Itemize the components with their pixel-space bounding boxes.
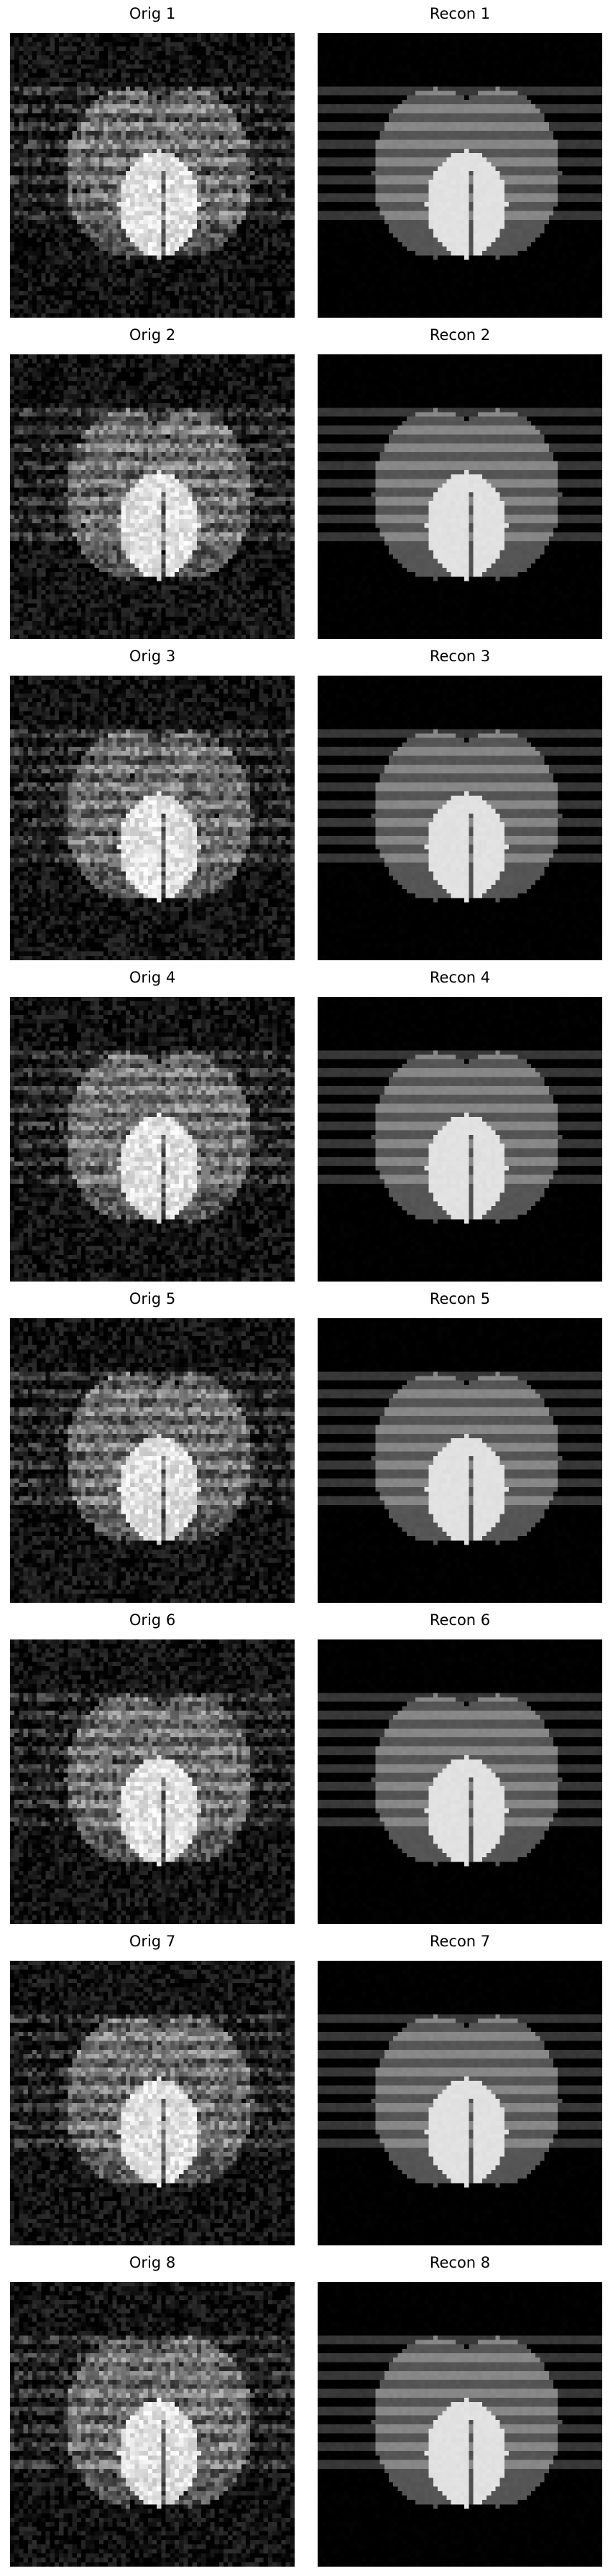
recon-title: Recon 2 <box>429 326 491 344</box>
recon-panel: Recon 2 <box>318 326 602 642</box>
orig-panel: Orig 4 <box>10 968 295 1284</box>
orig-panel: Orig 3 <box>10 647 295 963</box>
orig-image <box>10 1318 295 1603</box>
recon-image <box>318 676 602 960</box>
orig-image <box>10 1639 295 1924</box>
recon-title: Recon 5 <box>429 1290 491 1307</box>
orig-title: Orig 3 <box>129 648 176 665</box>
orig-image <box>10 1961 295 2245</box>
orig-panel: Orig 7 <box>10 1932 295 2248</box>
orig-image <box>10 33 295 318</box>
recon-image <box>318 1961 602 2245</box>
orig-image <box>10 2282 295 2567</box>
orig-panel: Orig 1 <box>10 4 295 321</box>
recon-image <box>318 997 602 1282</box>
orig-image <box>10 354 295 639</box>
recon-panel: Recon 7 <box>318 1932 602 2248</box>
orig-title: Orig 7 <box>129 1933 176 1950</box>
recon-panel: Recon 1 <box>318 4 602 321</box>
recon-panel: Recon 5 <box>318 1289 602 1606</box>
recon-image <box>318 2282 602 2567</box>
recon-title: Recon 6 <box>429 1611 491 1629</box>
orig-panel: Orig 5 <box>10 1289 295 1606</box>
orig-title: Orig 2 <box>129 326 176 344</box>
recon-title: Recon 3 <box>429 648 491 665</box>
recon-panel: Recon 3 <box>318 647 602 963</box>
recon-title: Recon 1 <box>429 5 491 22</box>
recon-panel: Recon 4 <box>318 968 602 1284</box>
recon-panel: Recon 6 <box>318 1611 602 1927</box>
orig-image <box>10 676 295 960</box>
recon-image <box>318 354 602 639</box>
orig-title: Orig 1 <box>129 5 176 22</box>
orig-panel: Orig 8 <box>10 2253 295 2570</box>
recon-title: Recon 4 <box>429 969 491 986</box>
recon-image <box>318 1318 602 1603</box>
orig-title: Orig 8 <box>129 2254 176 2271</box>
recon-image <box>318 33 602 318</box>
recon-title: Recon 7 <box>429 1933 491 1950</box>
orig-title: Orig 5 <box>129 1290 176 1307</box>
recon-image <box>318 1639 602 1924</box>
orig-image <box>10 997 295 1282</box>
orig-panel: Orig 2 <box>10 326 295 642</box>
orig-panel: Orig 6 <box>10 1611 295 1927</box>
orig-title: Orig 4 <box>129 969 176 986</box>
recon-title: Recon 8 <box>429 2254 491 2271</box>
orig-title: Orig 6 <box>129 1611 176 1629</box>
recon-panel: Recon 8 <box>318 2253 602 2570</box>
